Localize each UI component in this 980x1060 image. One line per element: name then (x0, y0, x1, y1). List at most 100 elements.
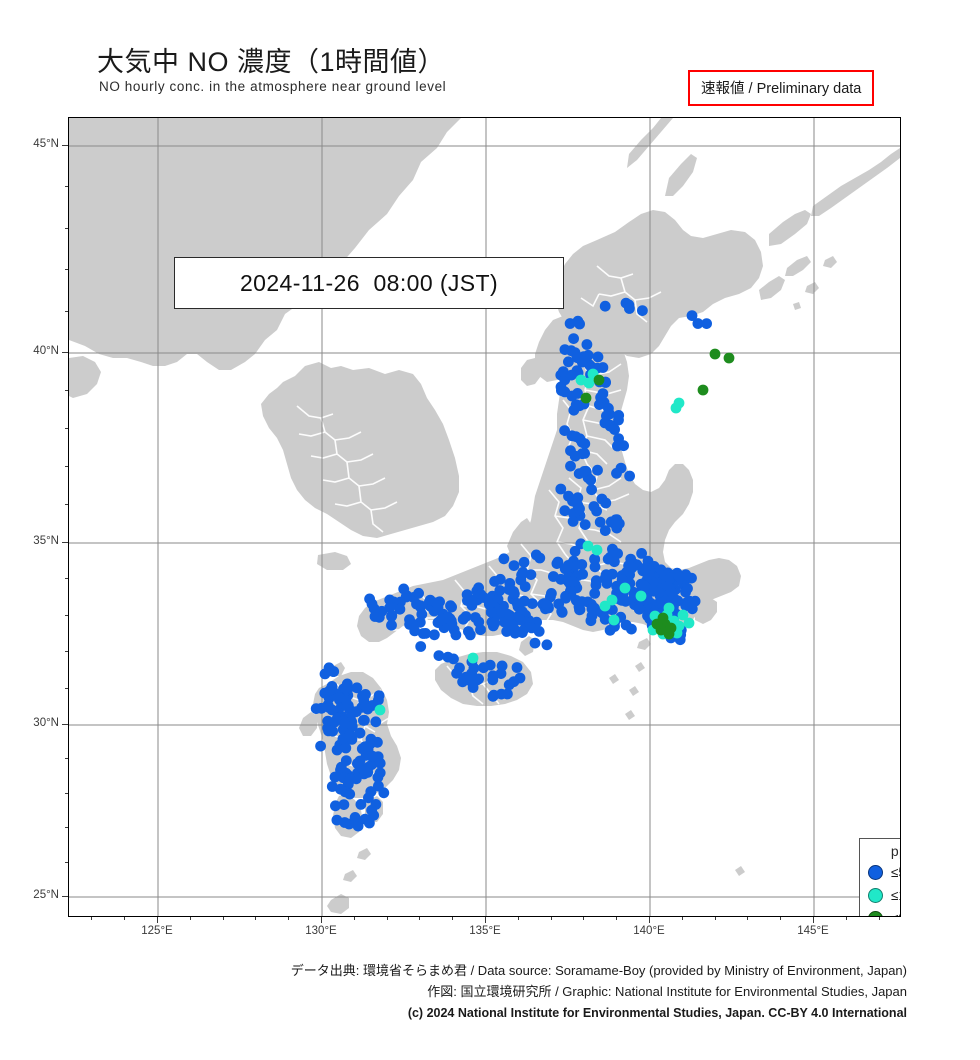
station-point[interactable] (633, 603, 645, 615)
station-point[interactable] (337, 733, 349, 745)
station-point[interactable] (333, 692, 345, 703)
station-point[interactable] (586, 484, 597, 496)
station-point[interactable] (370, 716, 382, 728)
station-point[interactable] (636, 548, 647, 559)
station-point[interactable] (508, 560, 520, 571)
station-point[interactable] (559, 563, 571, 575)
station-point[interactable] (373, 780, 384, 792)
station-point[interactable] (464, 629, 476, 641)
station-point[interactable] (344, 773, 356, 785)
station-point[interactable] (591, 544, 603, 556)
station-point[interactable] (583, 377, 595, 389)
station-point[interactable] (372, 771, 384, 783)
station-point[interactable] (555, 483, 567, 495)
station-point[interactable] (579, 438, 591, 450)
station-point[interactable] (386, 610, 398, 621)
station-point[interactable] (526, 622, 537, 634)
station-point[interactable] (330, 800, 341, 812)
station-point[interactable] (413, 587, 424, 599)
station-point[interactable] (595, 392, 606, 403)
station-point[interactable] (442, 611, 454, 623)
station-point[interactable] (340, 742, 352, 754)
station-point[interactable] (624, 470, 635, 482)
station-point[interactable] (657, 612, 669, 624)
station-point[interactable] (362, 740, 374, 752)
station-point[interactable] (552, 556, 564, 568)
station-point[interactable] (415, 601, 426, 613)
station-point[interactable] (574, 604, 586, 615)
station-point[interactable] (686, 603, 698, 615)
station-point[interactable] (589, 561, 601, 573)
station-point[interactable] (420, 628, 431, 639)
station-point[interactable] (590, 579, 602, 591)
station-point[interactable] (626, 562, 638, 573)
station-point[interactable] (364, 817, 375, 829)
station-point[interactable] (567, 576, 578, 587)
station-point[interactable] (526, 598, 538, 609)
station-point[interactable] (339, 682, 351, 694)
station-point[interactable] (496, 660, 508, 672)
station-point[interactable] (359, 765, 370, 777)
station-point[interactable] (331, 744, 343, 756)
station-point[interactable] (478, 592, 490, 603)
station-point[interactable] (585, 474, 597, 486)
station-point[interactable] (454, 662, 465, 674)
station-point[interactable] (509, 627, 521, 639)
station-point[interactable] (324, 685, 335, 697)
station-point[interactable] (511, 662, 523, 673)
station-point[interactable] (386, 619, 397, 631)
station-point[interactable] (546, 588, 557, 599)
station-point[interactable] (619, 582, 631, 594)
station-point[interactable] (415, 641, 427, 652)
station-point[interactable] (639, 580, 650, 592)
station-point[interactable] (398, 583, 410, 595)
station-point[interactable] (570, 431, 582, 442)
station-point[interactable] (349, 812, 361, 823)
station-point[interactable] (351, 682, 363, 694)
station-point[interactable] (323, 662, 335, 674)
station-point[interactable] (446, 601, 457, 613)
station-point[interactable] (585, 615, 597, 627)
station-point[interactable] (502, 688, 513, 700)
station-point[interactable] (494, 585, 506, 596)
station-point[interactable] (680, 586, 691, 598)
station-point[interactable] (677, 609, 689, 621)
station-point[interactable] (701, 318, 712, 329)
station-point[interactable] (572, 315, 584, 327)
station-point[interactable] (553, 598, 565, 610)
station-point[interactable] (664, 572, 676, 584)
station-point[interactable] (578, 356, 589, 367)
station-point[interactable] (511, 598, 523, 609)
station-point[interactable] (600, 497, 612, 509)
station-point[interactable] (460, 611, 472, 622)
station-point[interactable] (604, 420, 616, 432)
station-point[interactable] (322, 715, 334, 727)
station-point[interactable] (569, 450, 581, 462)
station-point[interactable] (346, 721, 358, 732)
station-point[interactable] (709, 348, 721, 360)
station-point[interactable] (580, 392, 592, 404)
station-point[interactable] (563, 356, 574, 368)
station-point[interactable] (608, 614, 620, 626)
station-point[interactable] (613, 410, 625, 421)
station-point[interactable] (518, 556, 530, 568)
station-point[interactable] (507, 619, 518, 631)
station-point[interactable] (503, 679, 515, 691)
station-point[interactable] (568, 333, 579, 344)
station-point[interactable] (494, 573, 506, 585)
station-point[interactable] (316, 702, 327, 714)
station-point[interactable] (673, 571, 685, 583)
station-point[interactable] (326, 781, 338, 792)
station-point[interactable] (572, 388, 583, 399)
station-point[interactable] (599, 525, 611, 536)
station-point[interactable] (355, 799, 367, 810)
station-point[interactable] (612, 548, 623, 559)
station-point[interactable] (592, 351, 604, 363)
station-point[interactable] (692, 318, 704, 329)
station-point[interactable] (599, 300, 611, 312)
station-point[interactable] (541, 639, 553, 651)
station-point[interactable] (424, 594, 436, 606)
station-point[interactable] (498, 553, 510, 565)
station-point[interactable] (642, 570, 654, 581)
station-point[interactable] (470, 612, 481, 623)
